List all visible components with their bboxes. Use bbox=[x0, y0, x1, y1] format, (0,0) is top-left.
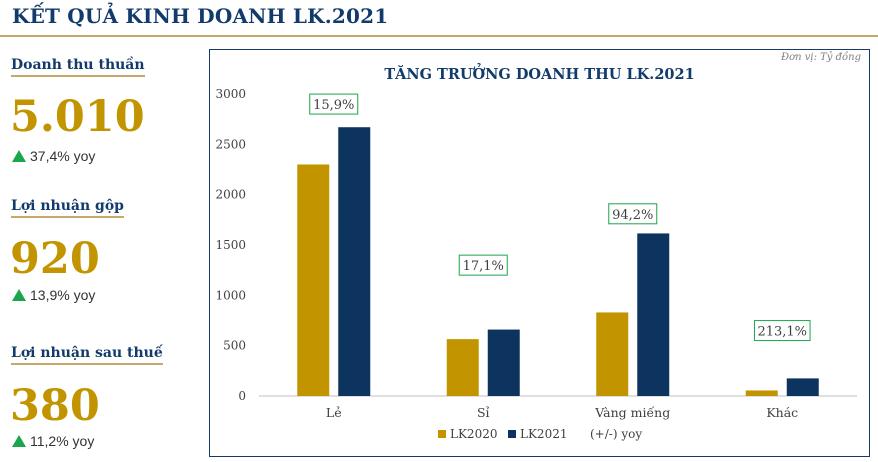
y-tick-label: 1000 bbox=[215, 288, 246, 302]
y-tick-label: 2000 bbox=[215, 188, 246, 202]
yoy-label: 17,1% bbox=[463, 259, 504, 274]
kpi-net-profit-growth: 11,2% yoy bbox=[12, 433, 94, 449]
x-tick-label: Sỉ bbox=[477, 405, 490, 420]
bar-lk2021-0 bbox=[338, 127, 371, 396]
bar-lk2020-0 bbox=[297, 164, 330, 396]
page-title: KẾT QUẢ KINH DOANH LK.2021 bbox=[12, 4, 389, 28]
x-tick-label: Vàng miếng bbox=[594, 405, 670, 420]
y-tick-label: 3000 bbox=[215, 87, 246, 101]
kpi-net-profit-label: Lợi nhuận sau thuế bbox=[11, 345, 163, 365]
revenue-growth-chart: Đơn vị: Tỷ đồng TĂNG TRƯỞNG DOANH THU LK… bbox=[209, 49, 870, 457]
kpi-gross-profit-growth: 13,9% yoy bbox=[12, 287, 95, 303]
kpi-gross-profit-label: Lợi nhuận gộp bbox=[11, 198, 124, 218]
growth-up-arrow-icon bbox=[12, 435, 26, 447]
yoy-label: 94,2% bbox=[612, 208, 653, 223]
y-tick-label: 0 bbox=[238, 389, 246, 403]
kpi-revenue-value: 5.010 bbox=[10, 92, 145, 142]
kpi-gross-profit-value: 920 bbox=[10, 234, 100, 284]
kpi-revenue-label: Doanh thu thuần bbox=[11, 57, 145, 77]
kpi-net-profit-growth-text: 11,2% yoy bbox=[30, 433, 95, 449]
y-tick-label: 1500 bbox=[215, 238, 246, 252]
yoy-label: 213,1% bbox=[757, 325, 807, 340]
legend-label: LK2021 bbox=[520, 427, 567, 441]
legend-label: LK2020 bbox=[450, 427, 497, 441]
growth-up-arrow-icon bbox=[12, 150, 26, 162]
chart-title: TĂNG TRƯỞNG DOANH THU LK.2021 bbox=[384, 66, 695, 83]
legend-swatch-lk2020 bbox=[438, 430, 446, 438]
kpi-gross-profit-growth-text: 13,9% yoy bbox=[30, 287, 96, 303]
growth-up-arrow-icon bbox=[12, 289, 26, 301]
yoy-label: 15,9% bbox=[313, 98, 354, 113]
kpi-revenue-growth: 37,4% yoy bbox=[12, 148, 95, 164]
x-tick-label: Khác bbox=[766, 405, 798, 420]
unit-note: Đơn vị: Tỷ đồng bbox=[781, 52, 861, 63]
kpi-revenue-growth-text: 37,4% yoy bbox=[30, 148, 96, 164]
legend-swatch-lk2021 bbox=[508, 430, 516, 438]
y-tick-label: 2500 bbox=[215, 137, 246, 151]
bar-lk2020-1 bbox=[446, 339, 479, 396]
x-tick-label: Lẻ bbox=[326, 405, 342, 420]
yoy-label-box bbox=[458, 254, 508, 276]
y-tick-label: 500 bbox=[223, 339, 246, 353]
bar-chart-svg: 0 500 1000 1500 2000 2500 3000 Lẻ 15,9% Sỉ 17,1% Và… bbox=[215, 87, 857, 441]
bar-lk2021-2 bbox=[637, 233, 670, 396]
bar-lk2021-1 bbox=[487, 329, 520, 396]
bar-lk2020-3 bbox=[745, 390, 778, 396]
title-divider bbox=[0, 35, 878, 37]
yoy-label-box bbox=[608, 203, 658, 225]
yoy-label-box bbox=[753, 320, 811, 342]
legend-label-yoy: (+/-) yoy bbox=[590, 427, 642, 441]
bar-lk2020-2 bbox=[596, 312, 629, 396]
kpi-net-profit-value: 380 bbox=[10, 381, 100, 431]
yoy-label-box bbox=[309, 93, 359, 115]
bar-lk2021-3 bbox=[786, 378, 819, 396]
